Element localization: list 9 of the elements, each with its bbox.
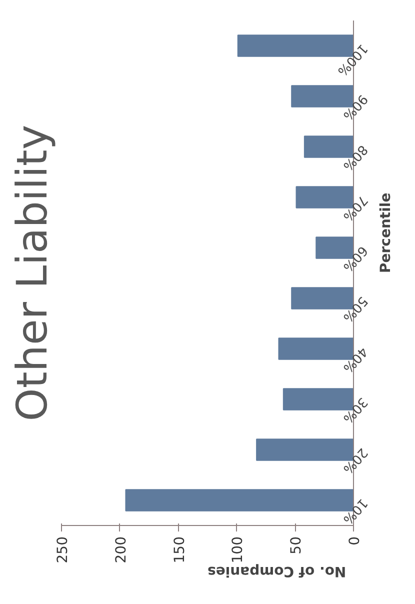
x-tick-label: 50 [288,536,305,554]
text: Other Liability [8,124,56,422]
x-tick-label: 200 [113,536,130,564]
x-tick-label: 150 [172,536,188,564]
x-tick-label: 100 [230,536,246,564]
x-tick-label: 0 [347,536,363,546]
x-axis-title: No. of Companies [207,563,346,580]
y-axis-title: Percentile [378,192,394,273]
x-tick-label: 250 [55,536,71,564]
